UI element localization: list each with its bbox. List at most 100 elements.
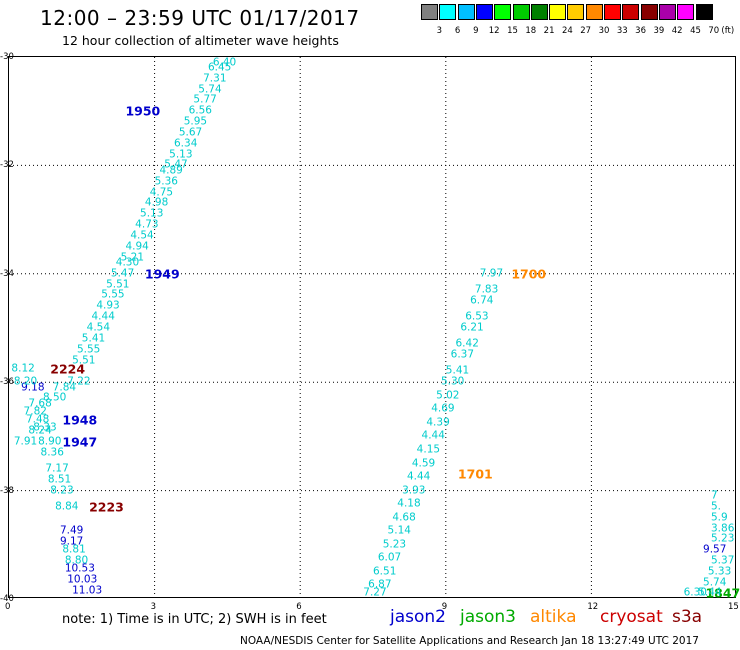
legend-label: 39 (653, 26, 665, 36)
footer-note: note: 1) Time is in UTC; 2) SWH is in fe… (62, 612, 327, 627)
wave-height-value: 5.67 (178, 126, 203, 139)
wave-height-value: 5.13 (169, 148, 193, 161)
legend-swatch (421, 4, 438, 20)
orbit-label: 1947 (62, 434, 98, 450)
legend-swatch (439, 4, 457, 20)
legend-swatch (695, 4, 713, 20)
legend-label: 33 (616, 26, 628, 36)
wave-height-value: 6.87 (368, 578, 392, 591)
wave-height-value: 5.33 (707, 565, 732, 578)
mission-label-jason3: jason3 (460, 607, 516, 627)
legend-label: 21 (543, 26, 555, 36)
orbit-label: 1948 (62, 412, 98, 428)
legend-label: 30 (598, 26, 610, 36)
wave-height-value: 5.47 (110, 267, 135, 280)
orbit-label: 1700 (511, 266, 547, 282)
wave-height-value: 7.83 (474, 283, 499, 296)
wave-height-value: 10.03 (67, 573, 98, 586)
wave-height-value: 4.44 (421, 429, 445, 442)
mission-label-s3a: s3a (672, 607, 703, 627)
x-tick-label: 3 (150, 602, 157, 612)
legend-swatch (640, 4, 658, 20)
y-tick-label: -30 (0, 52, 14, 62)
orbit-label: 2224 (50, 361, 86, 377)
wave-height-value: 4.30 (115, 256, 140, 269)
wave-height-value: 7.82 (23, 405, 47, 418)
wave-height-value: 5.55 (101, 288, 125, 301)
plot-area: 1950 1949 1948 1947 7.49 9.17 10.53 10.03 11.03 9… (8, 56, 740, 601)
legend-label: 9 (473, 26, 479, 36)
wave-height-value: 7.68 (28, 397, 52, 410)
wave-height-value: 9.57 (703, 543, 727, 556)
wave-height-value: 4.59 (411, 457, 436, 469)
legend-label: 15 (507, 26, 518, 36)
wave-height-value: 4.18 (397, 497, 421, 510)
legend-label: 6 (454, 26, 461, 36)
wave-height-value: 8.24 (28, 424, 52, 437)
wave-height-value: 8.80 (64, 554, 89, 567)
wave-height-value: 5.47 (164, 158, 188, 171)
y-tick-label: -40 (0, 594, 14, 604)
wave-height-value: 6.40 (212, 56, 237, 69)
plot-grid (9, 57, 735, 597)
wave-height-value: 5.44 (698, 586, 722, 599)
wave-height-value: 5.74 (198, 83, 222, 96)
legend-label: 24 (561, 26, 573, 36)
wave-height-value: 5.74 (703, 576, 727, 589)
x-tick-label: 9 (441, 602, 448, 612)
wave-height-value: 5.13 (140, 207, 164, 220)
wave-height-value: 5.21 (120, 251, 145, 264)
wave-height-value: 7.27 (363, 586, 387, 599)
orbit-label: 1950 (125, 103, 161, 119)
wave-height-value: 4.69 (431, 402, 455, 415)
credit-line: NOAA/NESDIS Center for Satellite Applica… (240, 635, 699, 647)
wave-height-value: 5.41 (81, 332, 106, 345)
y-tick-label: -32 (0, 160, 14, 171)
wave-height-value: 5.02 (436, 389, 460, 402)
wave-height-value: 6.74 (470, 294, 494, 307)
legend-swatch (658, 4, 676, 20)
y-tick-label: -34 (0, 268, 14, 279)
wave-height-value: 7.97 (479, 267, 504, 280)
wave-height-value: 4.75 (149, 186, 174, 198)
legend-swatch (567, 4, 585, 20)
wave-height-value: 7.48 (25, 413, 50, 426)
wave-height-value: 9.18 (21, 381, 45, 394)
wave-height-value: 8.90 (38, 435, 62, 448)
wave-height-value: 8.50 (42, 391, 67, 404)
wave-height-value: 4.73 (135, 218, 159, 231)
wave-height-value: 7.91 (13, 435, 38, 448)
wave-height-value: 6.42 (455, 337, 479, 350)
chart-title: 12:00 – 23:59 UTC 01/17/2017 (40, 6, 360, 30)
wave-height-value: 7 (711, 489, 718, 502)
wave-height-value: 4.39 (426, 416, 450, 429)
x-tick-label: 12 (587, 602, 599, 612)
wave-height-value: 4.54 (86, 321, 111, 334)
wave-height-value: 5.37 (711, 554, 735, 567)
wave-height-value: 4.89 (159, 164, 183, 177)
wave-height-value: 5.14 (387, 524, 411, 537)
orbit-label: 2223 (89, 499, 124, 515)
orbit-label: 1949 (144, 266, 180, 282)
legend-label: 18 (525, 26, 537, 36)
wave-height-value: 8.51 (47, 473, 72, 486)
wave-height-value: 4.44 (406, 470, 431, 483)
legend-label: 70 (708, 26, 720, 36)
wave-height-value: 4.68 (392, 511, 416, 524)
legend-swatch (494, 4, 512, 20)
legend-label: 27 (580, 26, 592, 36)
wave-height-value: 8.23 (50, 484, 74, 497)
orbit-label: 1701 (457, 466, 493, 482)
mission-label-altika: altika (530, 607, 577, 627)
legend-swatch (530, 4, 548, 20)
wave-height-value: 6.51 (373, 565, 397, 578)
wave-height-value: 7.22 (67, 375, 91, 388)
x-tick-label: 15 (728, 602, 739, 612)
wave-height-value: 6.07 (377, 551, 402, 564)
wave-height-value: 8.36 (40, 446, 64, 459)
wave-height-value: 4.98 (144, 196, 169, 209)
chart-subtitle: 12 hour collection of altimeter wave hei… (62, 33, 339, 48)
wave-height-value: 6.30 (683, 586, 707, 599)
wave-height-value: 4.93 (96, 299, 120, 312)
wave-height-value: 9.17 (59, 535, 84, 548)
